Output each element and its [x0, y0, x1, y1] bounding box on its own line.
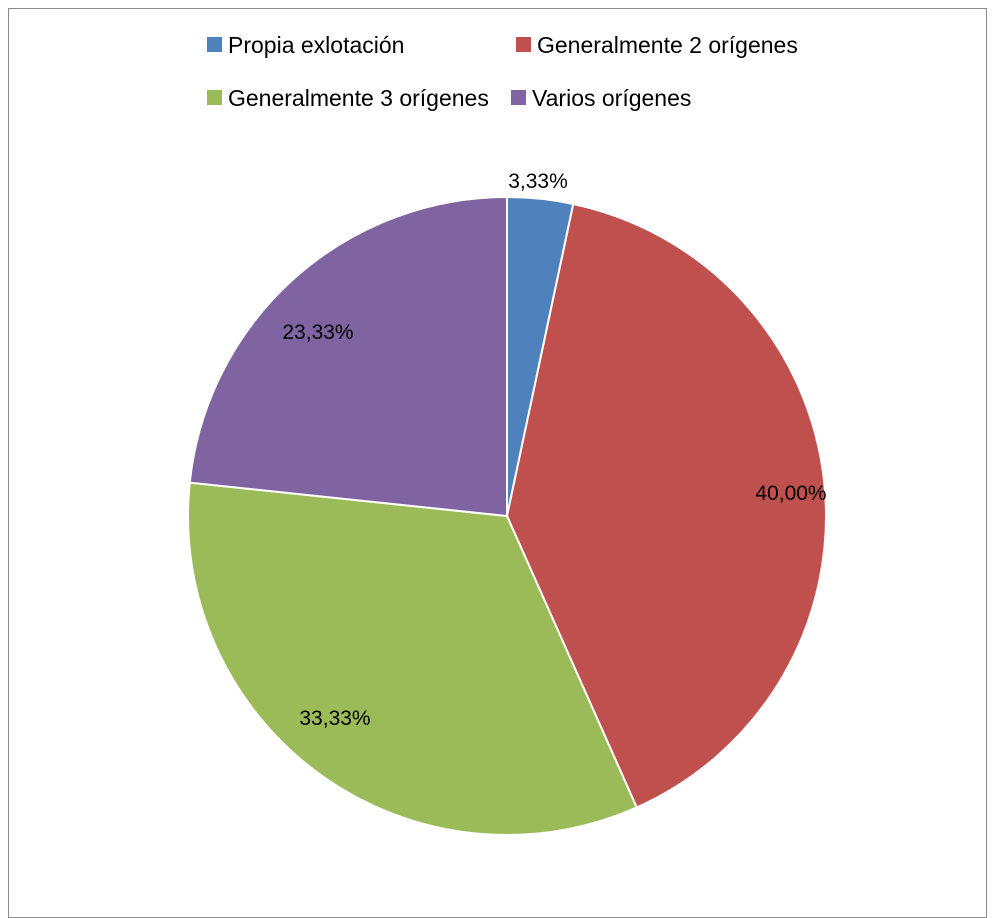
data-label-generalmente-3-origenes: 33,33% — [299, 707, 370, 730]
legend-label-generalmente-2-origenes: Generalmente 2 orígenes — [537, 32, 798, 58]
legend-label-generalmente-3-origenes: Generalmente 3 orígenes — [228, 85, 489, 111]
legend-swatch-propia-exlotacion — [207, 37, 222, 52]
pie-slice-generalmente-3-origenes — [187, 481, 639, 836]
data-label-propia-exlotacion: 3,33% — [508, 170, 568, 193]
pie-slices — [187, 195, 827, 836]
legend-label-propia-exlotacion: Propia exlotación — [228, 32, 404, 58]
data-label-varios-origenes: 23,33% — [282, 321, 353, 344]
data-labels: 3,33% 40,00% 33,33% 23,33% — [282, 170, 826, 730]
data-label-generalmente-2-origenes: 40,00% — [755, 482, 826, 505]
legend-swatch-varios-origenes — [511, 90, 526, 105]
pie-slice-generalmente-2-origenes — [505, 202, 827, 809]
legend: Propia exlotación Generalmente 2 orígene… — [207, 32, 798, 111]
legend-swatch-generalmente-3-origenes — [207, 90, 222, 105]
legend-label-varios-origenes: Varios orígenes — [532, 85, 691, 111]
pie-slice-varios-origenes — [188, 195, 508, 518]
legend-swatch-generalmente-2-origenes — [516, 37, 531, 52]
